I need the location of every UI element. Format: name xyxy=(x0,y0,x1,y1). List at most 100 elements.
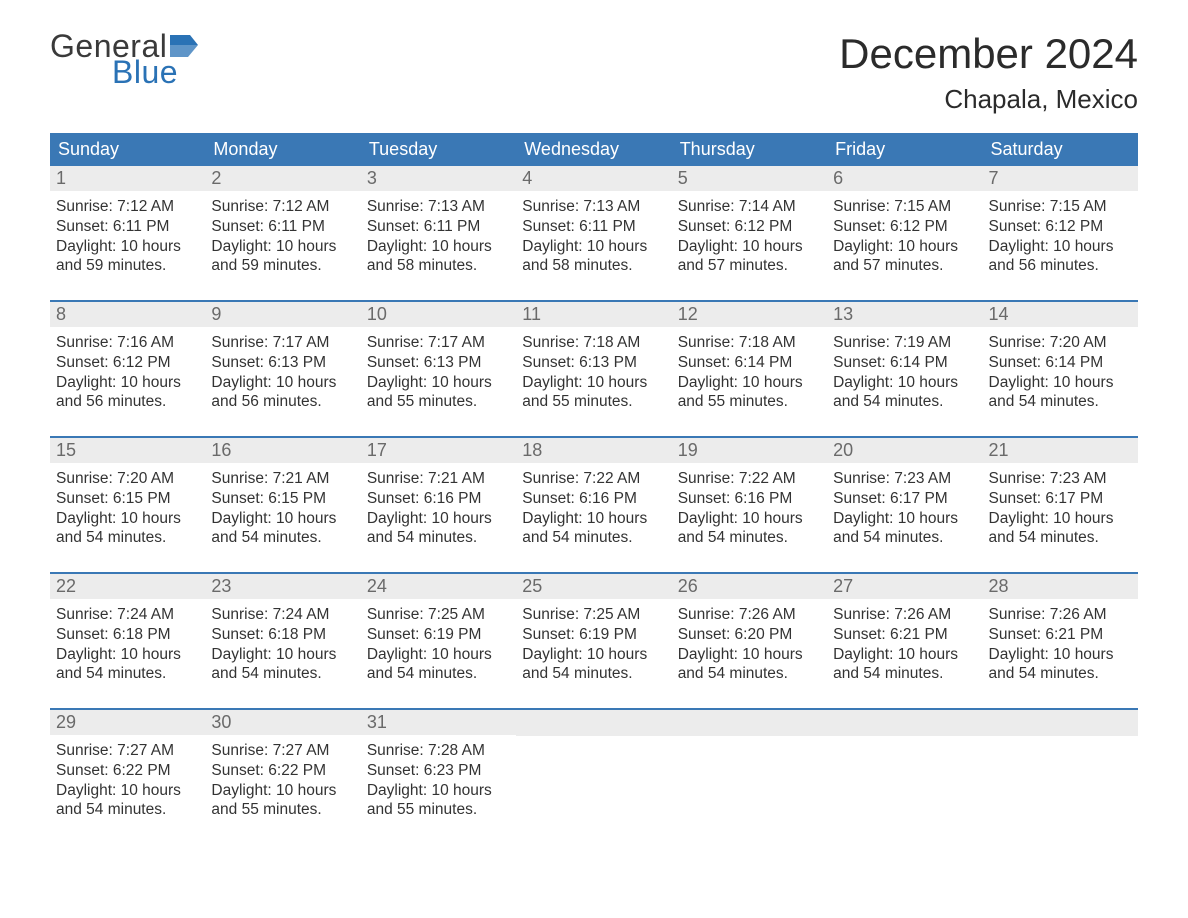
day-number: 18 xyxy=(516,438,671,463)
day-body: Sunrise: 7:27 AMSunset: 6:22 PMDaylight:… xyxy=(50,735,205,824)
day-number: 9 xyxy=(205,302,360,327)
day-cell: 18Sunrise: 7:22 AMSunset: 6:16 PMDayligh… xyxy=(516,438,671,558)
day-body: Sunrise: 7:18 AMSunset: 6:13 PMDaylight:… xyxy=(516,327,671,416)
day-cell-empty xyxy=(983,710,1138,830)
day-cell: 26Sunrise: 7:26 AMSunset: 6:20 PMDayligh… xyxy=(672,574,827,694)
day-header-saturday: Saturday xyxy=(983,133,1138,166)
day-body: Sunrise: 7:25 AMSunset: 6:19 PMDaylight:… xyxy=(516,599,671,688)
day-cell: 31Sunrise: 7:28 AMSunset: 6:23 PMDayligh… xyxy=(361,710,516,830)
day-body: Sunrise: 7:12 AMSunset: 6:11 PMDaylight:… xyxy=(50,191,205,280)
day-cell: 6Sunrise: 7:15 AMSunset: 6:12 PMDaylight… xyxy=(827,166,982,286)
day-number: 28 xyxy=(983,574,1138,599)
day-cell: 3Sunrise: 7:13 AMSunset: 6:11 PMDaylight… xyxy=(361,166,516,286)
day-cell: 1Sunrise: 7:12 AMSunset: 6:11 PMDaylight… xyxy=(50,166,205,286)
day-body: Sunrise: 7:20 AMSunset: 6:15 PMDaylight:… xyxy=(50,463,205,552)
day-number: 30 xyxy=(205,710,360,735)
page-header: General Blue December 2024 Chapala, Mexi… xyxy=(50,30,1138,125)
day-body: Sunrise: 7:24 AMSunset: 6:18 PMDaylight:… xyxy=(205,599,360,688)
day-body: Sunrise: 7:19 AMSunset: 6:14 PMDaylight:… xyxy=(827,327,982,416)
day-header-tuesday: Tuesday xyxy=(361,133,516,166)
week-row: 22Sunrise: 7:24 AMSunset: 6:18 PMDayligh… xyxy=(50,572,1138,694)
day-cell: 8Sunrise: 7:16 AMSunset: 6:12 PMDaylight… xyxy=(50,302,205,422)
day-header-row: SundayMondayTuesdayWednesdayThursdayFrid… xyxy=(50,133,1138,166)
day-number: 23 xyxy=(205,574,360,599)
day-header-friday: Friday xyxy=(827,133,982,166)
day-cell: 16Sunrise: 7:21 AMSunset: 6:15 PMDayligh… xyxy=(205,438,360,558)
day-cell: 2Sunrise: 7:12 AMSunset: 6:11 PMDaylight… xyxy=(205,166,360,286)
day-cell-empty xyxy=(672,710,827,830)
day-number: 20 xyxy=(827,438,982,463)
day-number: 13 xyxy=(827,302,982,327)
day-cell: 24Sunrise: 7:25 AMSunset: 6:19 PMDayligh… xyxy=(361,574,516,694)
day-cell: 28Sunrise: 7:26 AMSunset: 6:21 PMDayligh… xyxy=(983,574,1138,694)
day-body: Sunrise: 7:12 AMSunset: 6:11 PMDaylight:… xyxy=(205,191,360,280)
day-body: Sunrise: 7:22 AMSunset: 6:16 PMDaylight:… xyxy=(672,463,827,552)
day-number: 29 xyxy=(50,710,205,735)
day-number: 6 xyxy=(827,166,982,191)
day-body: Sunrise: 7:21 AMSunset: 6:15 PMDaylight:… xyxy=(205,463,360,552)
weeks-container: 1Sunrise: 7:12 AMSunset: 6:11 PMDaylight… xyxy=(50,166,1138,830)
logo-text-blue: Blue xyxy=(112,56,200,88)
day-header-wednesday: Wednesday xyxy=(516,133,671,166)
day-number: 8 xyxy=(50,302,205,327)
month-title: December 2024 xyxy=(839,30,1138,78)
day-body: Sunrise: 7:18 AMSunset: 6:14 PMDaylight:… xyxy=(672,327,827,416)
day-body: Sunrise: 7:17 AMSunset: 6:13 PMDaylight:… xyxy=(205,327,360,416)
day-body: Sunrise: 7:13 AMSunset: 6:11 PMDaylight:… xyxy=(361,191,516,280)
week-row: 15Sunrise: 7:20 AMSunset: 6:15 PMDayligh… xyxy=(50,436,1138,558)
day-cell-empty xyxy=(516,710,671,830)
day-body: Sunrise: 7:15 AMSunset: 6:12 PMDaylight:… xyxy=(827,191,982,280)
day-body: Sunrise: 7:23 AMSunset: 6:17 PMDaylight:… xyxy=(983,463,1138,552)
day-body: Sunrise: 7:25 AMSunset: 6:19 PMDaylight:… xyxy=(361,599,516,688)
day-body: Sunrise: 7:21 AMSunset: 6:16 PMDaylight:… xyxy=(361,463,516,552)
day-cell: 9Sunrise: 7:17 AMSunset: 6:13 PMDaylight… xyxy=(205,302,360,422)
day-number: 11 xyxy=(516,302,671,327)
day-number: 31 xyxy=(361,710,516,735)
day-body: Sunrise: 7:17 AMSunset: 6:13 PMDaylight:… xyxy=(361,327,516,416)
day-cell: 12Sunrise: 7:18 AMSunset: 6:14 PMDayligh… xyxy=(672,302,827,422)
day-number: 12 xyxy=(672,302,827,327)
day-number: 17 xyxy=(361,438,516,463)
day-header-thursday: Thursday xyxy=(672,133,827,166)
day-cell: 19Sunrise: 7:22 AMSunset: 6:16 PMDayligh… xyxy=(672,438,827,558)
day-number: 5 xyxy=(672,166,827,191)
day-number-empty xyxy=(516,710,671,736)
week-row: 1Sunrise: 7:12 AMSunset: 6:11 PMDaylight… xyxy=(50,166,1138,286)
day-number: 4 xyxy=(516,166,671,191)
day-cell: 11Sunrise: 7:18 AMSunset: 6:13 PMDayligh… xyxy=(516,302,671,422)
day-body: Sunrise: 7:23 AMSunset: 6:17 PMDaylight:… xyxy=(827,463,982,552)
day-number: 2 xyxy=(205,166,360,191)
day-body: Sunrise: 7:13 AMSunset: 6:11 PMDaylight:… xyxy=(516,191,671,280)
day-number: 24 xyxy=(361,574,516,599)
day-number-empty xyxy=(827,710,982,736)
day-number: 3 xyxy=(361,166,516,191)
day-body: Sunrise: 7:26 AMSunset: 6:20 PMDaylight:… xyxy=(672,599,827,688)
day-body: Sunrise: 7:24 AMSunset: 6:18 PMDaylight:… xyxy=(50,599,205,688)
day-body: Sunrise: 7:20 AMSunset: 6:14 PMDaylight:… xyxy=(983,327,1138,416)
day-cell: 22Sunrise: 7:24 AMSunset: 6:18 PMDayligh… xyxy=(50,574,205,694)
day-body: Sunrise: 7:22 AMSunset: 6:16 PMDaylight:… xyxy=(516,463,671,552)
day-cell: 17Sunrise: 7:21 AMSunset: 6:16 PMDayligh… xyxy=(361,438,516,558)
day-number: 26 xyxy=(672,574,827,599)
day-cell: 23Sunrise: 7:24 AMSunset: 6:18 PMDayligh… xyxy=(205,574,360,694)
day-number: 21 xyxy=(983,438,1138,463)
week-row: 8Sunrise: 7:16 AMSunset: 6:12 PMDaylight… xyxy=(50,300,1138,422)
logo: General Blue xyxy=(50,30,200,88)
day-body: Sunrise: 7:26 AMSunset: 6:21 PMDaylight:… xyxy=(983,599,1138,688)
day-number: 15 xyxy=(50,438,205,463)
day-body: Sunrise: 7:15 AMSunset: 6:12 PMDaylight:… xyxy=(983,191,1138,280)
day-cell: 13Sunrise: 7:19 AMSunset: 6:14 PMDayligh… xyxy=(827,302,982,422)
title-block: December 2024 Chapala, Mexico xyxy=(839,30,1138,125)
day-cell: 30Sunrise: 7:27 AMSunset: 6:22 PMDayligh… xyxy=(205,710,360,830)
day-number: 16 xyxy=(205,438,360,463)
week-row: 29Sunrise: 7:27 AMSunset: 6:22 PMDayligh… xyxy=(50,708,1138,830)
day-cell: 15Sunrise: 7:20 AMSunset: 6:15 PMDayligh… xyxy=(50,438,205,558)
day-cell: 27Sunrise: 7:26 AMSunset: 6:21 PMDayligh… xyxy=(827,574,982,694)
day-number: 25 xyxy=(516,574,671,599)
day-body: Sunrise: 7:14 AMSunset: 6:12 PMDaylight:… xyxy=(672,191,827,280)
day-cell: 25Sunrise: 7:25 AMSunset: 6:19 PMDayligh… xyxy=(516,574,671,694)
day-cell: 20Sunrise: 7:23 AMSunset: 6:17 PMDayligh… xyxy=(827,438,982,558)
day-body: Sunrise: 7:16 AMSunset: 6:12 PMDaylight:… xyxy=(50,327,205,416)
day-cell: 14Sunrise: 7:20 AMSunset: 6:14 PMDayligh… xyxy=(983,302,1138,422)
day-number: 19 xyxy=(672,438,827,463)
